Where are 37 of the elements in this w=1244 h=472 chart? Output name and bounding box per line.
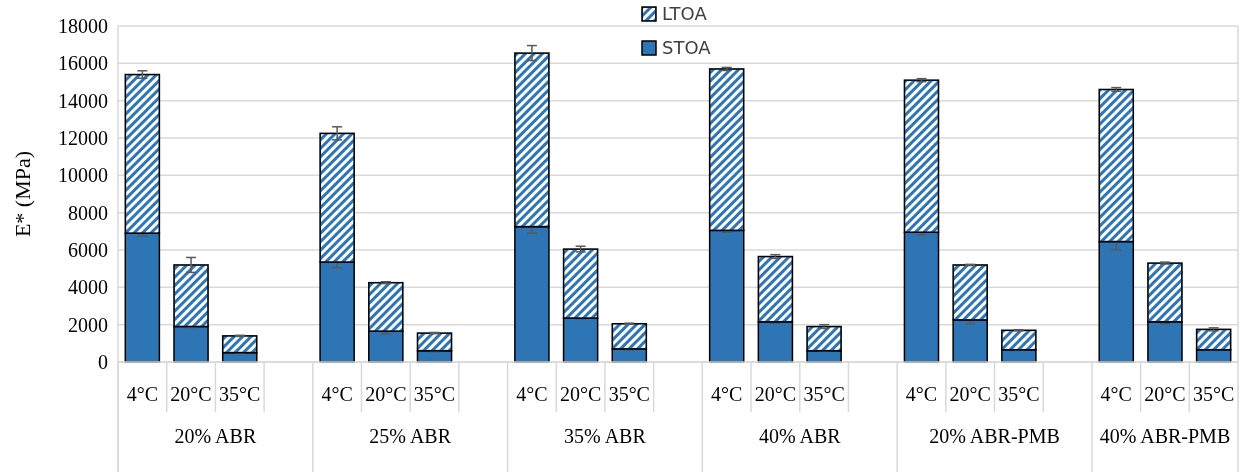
- x-tick-label: 20°C: [1144, 383, 1186, 405]
- x-tick-label: 4°C: [126, 383, 159, 405]
- y-axis-title: E* (MPa): [10, 150, 35, 238]
- text: 40% ABR-PMB: [1099, 425, 1231, 447]
- x-tick-label: 35°C: [1192, 383, 1235, 405]
- legend-label: LTOA: [662, 3, 708, 25]
- y-tick-label: 18000: [58, 15, 108, 37]
- y-tick-label: 16000: [58, 52, 108, 75]
- y-tick-label: 2000: [68, 313, 108, 336]
- x-tick-label: 4°C: [321, 383, 353, 405]
- x-tick-label: 20°C: [365, 383, 407, 405]
- x-tick-label: 20°C: [754, 383, 797, 405]
- text: 25% ABR: [369, 425, 452, 447]
- y-tick-label: 8000: [68, 201, 108, 224]
- text: 40% ABR: [758, 425, 842, 447]
- x-tick-label: 35°C: [413, 383, 456, 405]
- x-tick-label: 4°C: [905, 383, 938, 405]
- legend-label: STOA: [662, 37, 712, 59]
- x-tick-label: 35°C: [803, 383, 845, 405]
- x-tick-label: 20°C: [559, 383, 602, 405]
- y-tick-label: 14000: [58, 89, 108, 112]
- text: 20% ABR: [174, 425, 257, 447]
- x-tick-label: 4°C: [1100, 383, 1132, 405]
- y-tick-label: 12000: [58, 127, 108, 149]
- x-tick-label: 35°C: [608, 383, 650, 405]
- text: 20% ABR-PMB: [929, 425, 1060, 447]
- y-tick-label: 6000: [68, 239, 108, 261]
- y-tick-label: 0: [98, 351, 108, 373]
- y-tick-label: 4000: [68, 276, 108, 299]
- x-tick-label: 20°C: [949, 383, 991, 405]
- x-tick-label: 4°C: [711, 383, 743, 405]
- x-tick-label: 35°C: [998, 383, 1040, 405]
- x-tick-label: 35°C: [219, 383, 261, 405]
- y-tick-label: 10000: [58, 164, 108, 187]
- text: 35% ABR: [564, 425, 647, 447]
- x-tick-label: 4°C: [516, 383, 548, 405]
- x-tick-label: 20°C: [170, 383, 212, 405]
